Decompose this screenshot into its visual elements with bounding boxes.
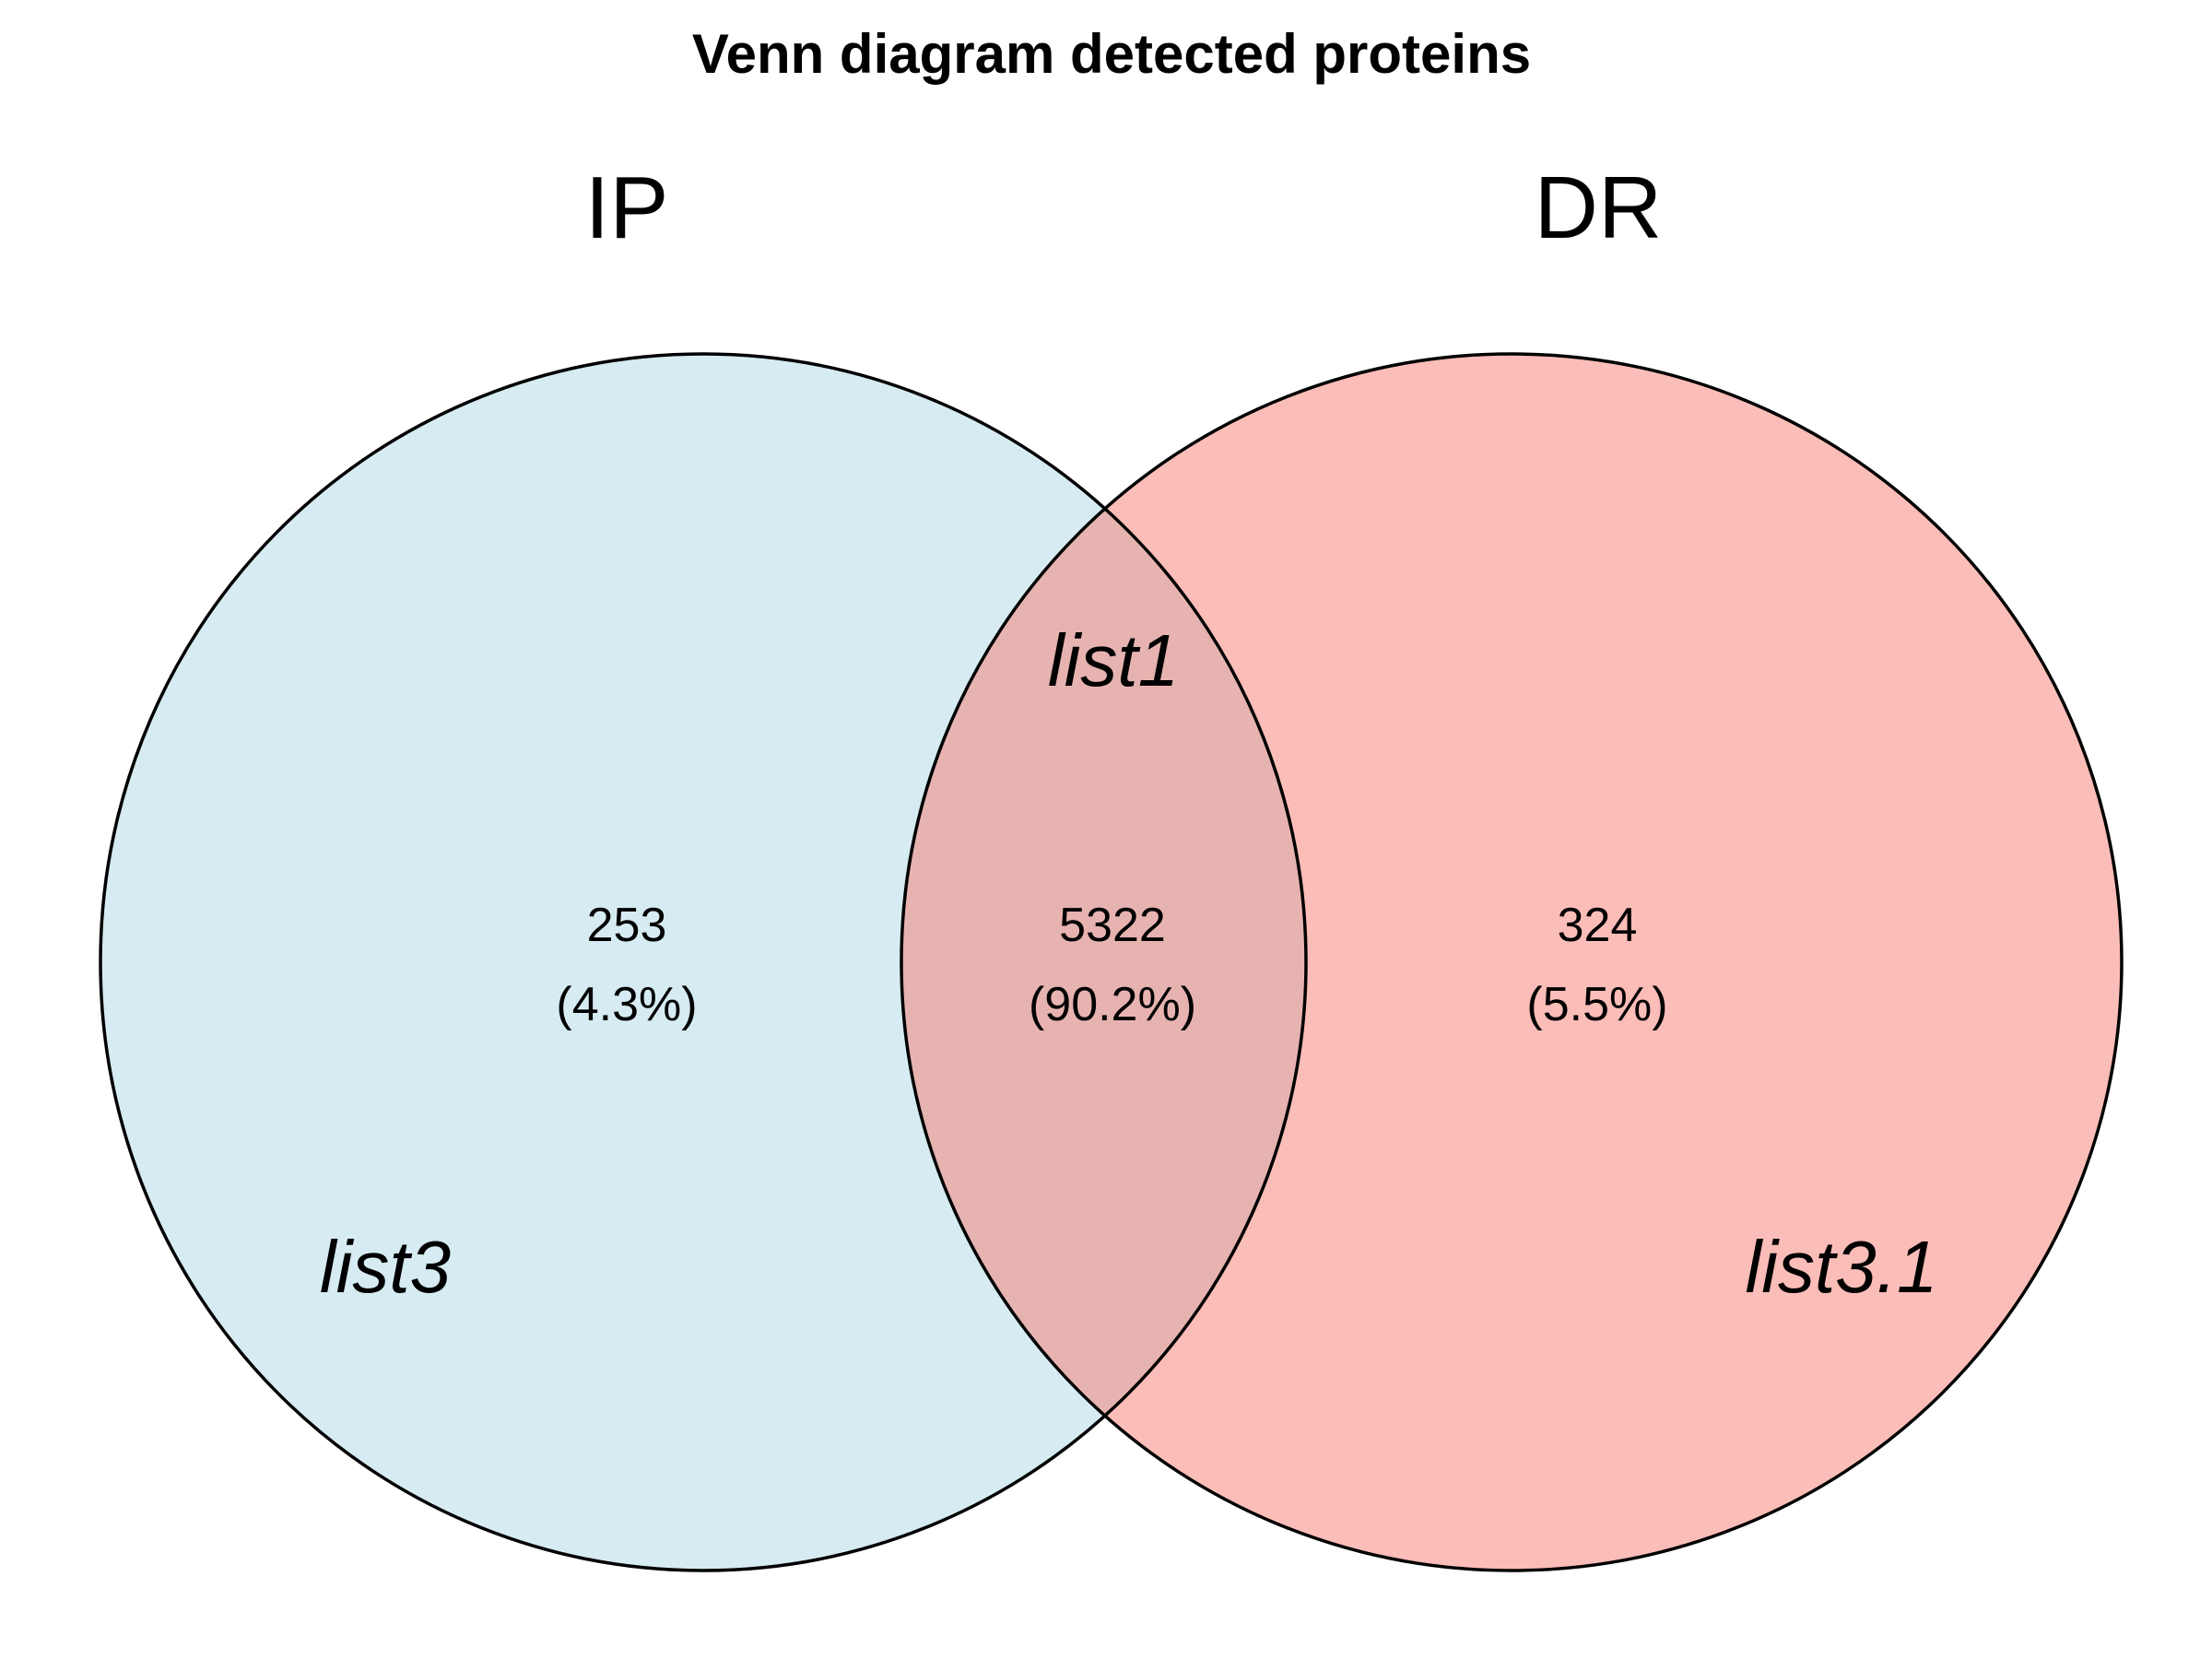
ip-circle-outline [99,352,1308,1572]
region-label-list1: list1 [1048,619,1179,701]
dr-only-percent: (5.5%) [1526,978,1667,1031]
set-label-dr: DR [1535,159,1663,257]
overlap-region [901,354,1306,1571]
region-label-list3: list3 [320,1226,451,1308]
dr-only-count: 324 [1558,899,1638,952]
overlap-percent: (90.2%) [1029,978,1196,1031]
ip-only-percent: (4.3%) [556,978,697,1031]
set-label-ip: IP [585,159,669,257]
ip-only-count: 253 [587,899,667,952]
diagram-title: Venn diagram detected proteins [692,23,1531,85]
region-label-list3-1: list3.1 [1746,1226,1938,1308]
overlap-count: 5322 [1059,899,1166,952]
dr-circle-outline [900,352,2124,1572]
